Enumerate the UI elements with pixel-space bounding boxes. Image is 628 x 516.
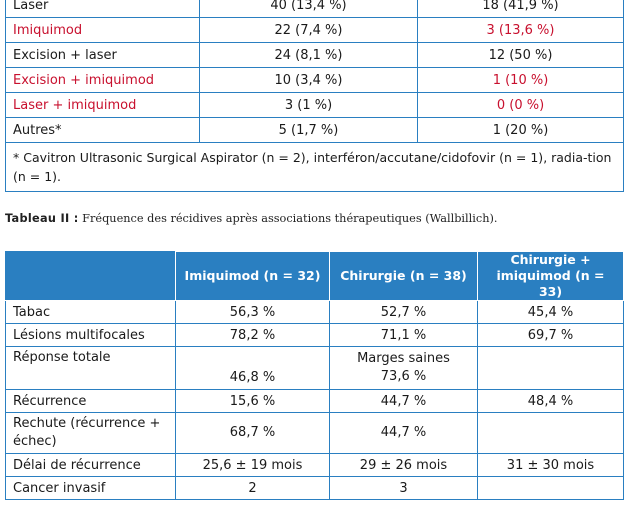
row-label: Laser + imiquimod [5,92,200,118]
cell-chirurgie: 71,1 % [329,323,478,347]
header-imiquimod: Imiquimod (n = 32) [175,251,330,301]
row-label: Récurrence [5,389,176,413]
cell-imiquimod: 78,2 % [175,323,330,347]
table-row: Tabac 56,3 % 52,7 % 45,4 % [5,300,624,324]
table-caption: Tableau II : Fréquence des récidives apr… [5,212,498,225]
cell-count: 10 (3,4 %) [199,67,418,93]
row-label: Excision + imiquimod [5,67,200,93]
cell-imiquimod: 56,3 % [175,300,330,324]
table-row: Récurrence 15,6 % 44,7 % 48,4 % [5,389,624,413]
cell-chirurgie: 3 [329,476,478,500]
row-label: Autres* [5,117,200,143]
cell-imiquimod: 2 [175,476,330,500]
cell-chirurgie-imiquimod: 69,7 % [477,323,624,347]
row-label: Cancer invasif [5,476,176,500]
cell-imiquimod: 68,7 % [175,412,330,454]
cell-recurrence: 12 (50 %) [417,42,624,68]
caption-label: Tableau II : [5,212,79,225]
table-row: Imiquimod 22 (7,4 %) 3 (13,6 %) [5,17,624,43]
table-row: Lésions multifocales 78,2 % 71,1 % 69,7 … [5,323,624,347]
table-row: Délai de récurrence 25,6 ± 19 mois 29 ± … [5,453,624,477]
header-blank [5,251,176,301]
row-label: Lésions multifocales [5,323,176,347]
table-row: Laser + imiquimod 3 (1 %) 0 (0 %) [5,92,624,118]
cell-chirurgie-imiquimod: 31 ± 30 mois [477,453,624,477]
table-row: Cancer invasif 2 3 [5,476,624,500]
cell-imiquimod: 46,8 % [175,346,330,390]
row-label: Imiquimod [5,17,200,43]
cell-chirurgie: 44,7 % [329,389,478,413]
row-label: Laser [5,0,200,18]
cell-recurrence: 18 (41,9 %) [417,0,624,18]
row-label: Excision + laser [5,42,200,68]
cell-chirurgie: Marges saines 73,6 % [329,346,478,390]
header-chirurgie: Chirurgie (n = 38) [329,251,478,301]
cell-chirurgie-imiquimod [477,346,624,390]
cell-count: 5 (1,7 %) [199,117,418,143]
table-row: Rechute (récurrence + échec) 68,7 % 44,7… [5,412,624,454]
table-row: Excision + imiquimod 10 (3,4 %) 1 (10 %) [5,67,624,93]
cell-imiquimod: 15,6 % [175,389,330,413]
table-row: Excision + laser 24 (8,1 %) 12 (50 %) [5,42,624,68]
cell-count: 3 (1 %) [199,92,418,118]
header-chirurgie-imiquimod: Chirurgie + imiquimod (n = 33) [477,251,624,301]
cell-recurrence: 3 (13,6 %) [417,17,624,43]
cell-chirurgie: 29 ± 26 mois [329,453,478,477]
table-2: Imiquimod (n = 32) Chirurgie (n = 38) Ch… [5,251,624,500]
row-label: Rechute (récurrence + échec) [5,412,176,454]
cell-recurrence: 1 (10 %) [417,67,624,93]
cell-recurrence: 0 (0 %) [417,92,624,118]
cell-imiquimod: 25,6 ± 19 mois [175,453,330,477]
table-row: Laser 40 (13,4 %) 18 (41,9 %) [5,0,624,18]
cell-chirurgie: 44,7 % [329,412,478,454]
cell-chirurgie-imiquimod [477,476,624,500]
table-footnote: * Cavitron Ultrasonic Surgical Aspirator… [5,142,624,192]
table-header-row: Imiquimod (n = 32) Chirurgie (n = 38) Ch… [5,251,624,301]
table-row: Autres* 5 (1,7 %) 1 (20 %) [5,117,624,143]
cell-chirurgie-imiquimod: 48,4 % [477,389,624,413]
table-row: Réponse totale 46,8 % Marges saines 73,6… [5,346,624,390]
table-1-continuation: Laser 40 (13,4 %) 18 (41,9 %) Imiquimod … [5,0,624,192]
caption-text: Fréquence des récidives après associatio… [78,212,498,225]
cell-count: 40 (13,4 %) [199,0,418,18]
cell-chirurgie-imiquimod: 45,4 % [477,300,624,324]
cell-recurrence: 1 (20 %) [417,117,624,143]
row-label: Délai de récurrence [5,453,176,477]
cell-count: 24 (8,1 %) [199,42,418,68]
footnote-row: * Cavitron Ultrasonic Surgical Aspirator… [5,142,624,192]
cell-count: 22 (7,4 %) [199,17,418,43]
row-label: Tabac [5,300,176,324]
cell-chirurgie-imiquimod [477,412,624,454]
row-label: Réponse totale [5,346,176,390]
cell-chirurgie: 52,7 % [329,300,478,324]
